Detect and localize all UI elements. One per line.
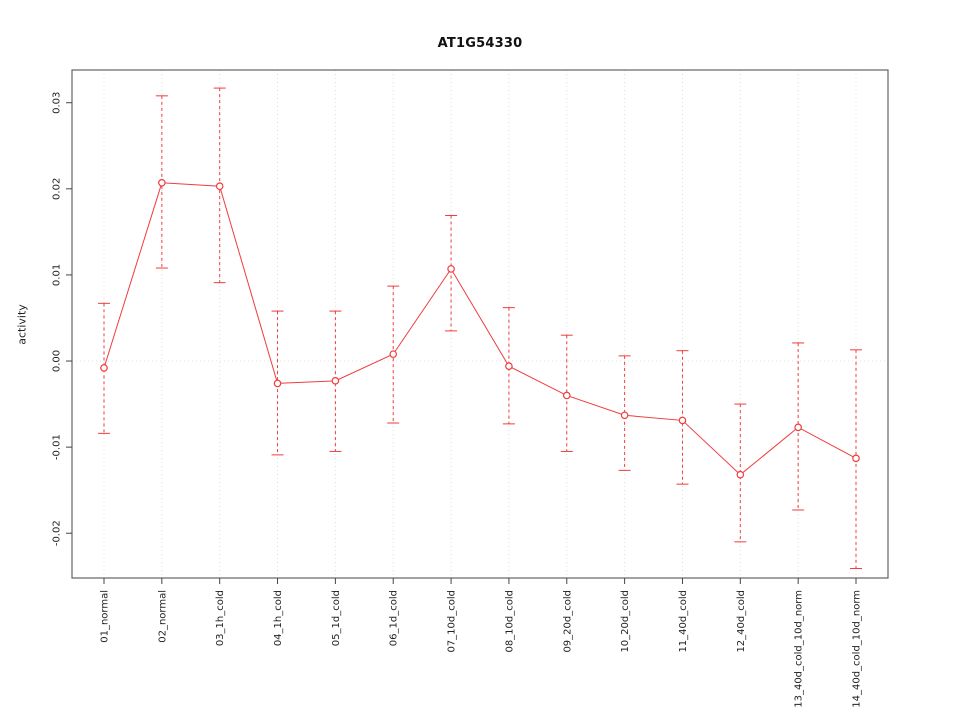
x-tick-label: 13_40d_cold_10d_norm bbox=[794, 590, 805, 708]
data-point bbox=[273, 379, 282, 388]
y-tick-label: 0.00 bbox=[52, 350, 63, 372]
y-tick-label: 0.01 bbox=[52, 264, 63, 286]
x-tick-label: 02_normal bbox=[157, 590, 168, 643]
data-point bbox=[158, 178, 166, 187]
data-point bbox=[736, 470, 745, 479]
chart-title: AT1G54330 bbox=[437, 36, 523, 51]
x-tick-label: 06_1d_cold bbox=[389, 590, 400, 646]
plot-box bbox=[71, 69, 889, 579]
data-point bbox=[100, 364, 108, 372]
y-tick-label: -0.01 bbox=[52, 434, 63, 460]
x-tick-label: 10_20d_cold bbox=[620, 590, 631, 653]
x-tick-label: 12_40d_cold bbox=[736, 590, 747, 653]
x-tick-label: 11_40d_cold bbox=[678, 590, 689, 653]
data-point bbox=[794, 423, 802, 432]
x-tick-label: 07_10d_cold bbox=[447, 590, 458, 653]
x-tick-label: 08_10d_cold bbox=[504, 590, 515, 653]
data-point bbox=[505, 362, 513, 370]
data-point bbox=[678, 416, 687, 425]
y-tick-label: 0.02 bbox=[52, 178, 63, 200]
x-tick-label: 09_20d_cold bbox=[562, 590, 573, 653]
x-tick-label: 04_1h_cold bbox=[273, 590, 284, 646]
x-tick-label: 01_normal bbox=[100, 590, 111, 643]
y-tick-label: 0.03 bbox=[52, 92, 63, 114]
x-tick-label: 03_1h_cold bbox=[215, 590, 226, 646]
data-point bbox=[562, 391, 571, 400]
data-point bbox=[447, 265, 455, 273]
data-point bbox=[389, 350, 398, 358]
data-point bbox=[331, 377, 340, 385]
data-point bbox=[620, 411, 629, 420]
x-tick-label: 14_40d_cold_10d_norm bbox=[852, 590, 863, 708]
data-point bbox=[852, 454, 860, 463]
x-tick-label: 05_1d_cold bbox=[331, 590, 342, 646]
data-point bbox=[215, 182, 224, 191]
series-line bbox=[103, 182, 857, 476]
y-tick-label: -0.02 bbox=[52, 520, 63, 546]
